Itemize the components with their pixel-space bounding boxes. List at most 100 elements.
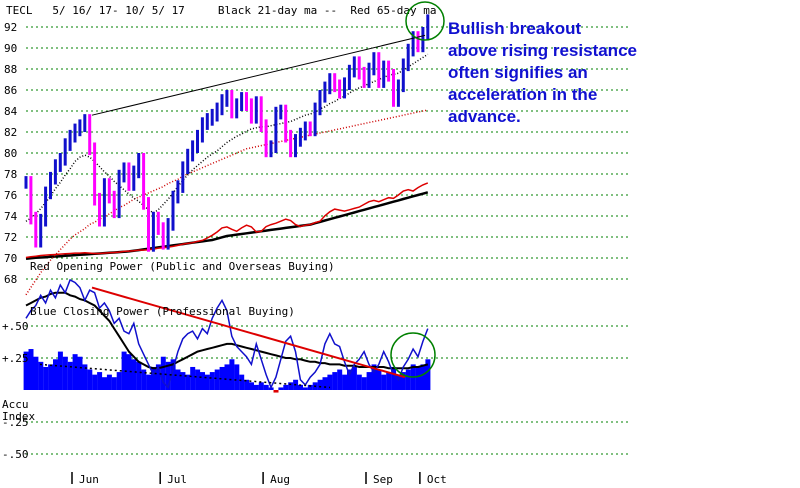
closing-power-ma-line bbox=[25, 291, 429, 370]
accumulation-bar bbox=[170, 359, 176, 390]
accumulation-bar bbox=[190, 366, 196, 390]
annotation-line: Bullish breakout bbox=[448, 19, 582, 38]
accumulation-bar bbox=[155, 364, 161, 390]
trend-lines bbox=[39, 34, 426, 389]
accumulation-bar bbox=[175, 369, 181, 390]
accumulation-bar bbox=[239, 374, 245, 390]
accumulation-bar bbox=[283, 384, 289, 390]
accumulation-bar bbox=[366, 372, 372, 390]
accumulation-bar bbox=[356, 374, 362, 390]
price-tick-label: 82 bbox=[4, 126, 17, 139]
accumulation-bar bbox=[43, 366, 49, 390]
indicator-tick-label: -.50 bbox=[2, 448, 29, 461]
accumulation-bar bbox=[28, 349, 34, 390]
accumulation-trend-line bbox=[39, 363, 331, 389]
accumulation-bar bbox=[224, 364, 230, 390]
accumulation-bar bbox=[136, 361, 142, 390]
closing-power-line bbox=[25, 278, 429, 390]
accumulation-bar bbox=[38, 361, 44, 390]
accumulation-bar bbox=[229, 359, 235, 390]
accumulation-bar bbox=[87, 369, 93, 390]
accumulation-bar bbox=[92, 374, 98, 390]
accumulation-bar bbox=[116, 372, 122, 390]
accumulation-bar bbox=[97, 372, 103, 390]
accumulation-bar bbox=[23, 351, 29, 390]
accumulation-bar bbox=[131, 359, 137, 390]
accumulation-bar bbox=[82, 364, 88, 390]
accumulation-bar bbox=[33, 356, 39, 390]
accumulation-bar bbox=[425, 359, 431, 390]
resistance-line bbox=[91, 34, 426, 116]
accumulation-bar bbox=[391, 366, 397, 390]
accumulation-bar bbox=[53, 359, 58, 390]
price-tick-label: 92 bbox=[4, 21, 17, 34]
accumulation-bar bbox=[263, 384, 269, 390]
accumulation-bar bbox=[234, 364, 240, 390]
accumulation-bar bbox=[322, 377, 328, 390]
accumulation-bar bbox=[160, 356, 166, 390]
accumulation-bar bbox=[72, 354, 78, 390]
annotation-note: Bullish breakout above rising resistance… bbox=[448, 18, 648, 128]
accumulation-bar bbox=[376, 369, 382, 390]
price-bars bbox=[24, 14, 430, 252]
accumulation-bar bbox=[209, 372, 215, 390]
moving-average-lines bbox=[25, 53, 429, 296]
accumulation-bar bbox=[332, 372, 338, 390]
closing-power-downtrend-line bbox=[91, 286, 406, 379]
accumulation-bar bbox=[307, 384, 313, 390]
price-gridlines bbox=[26, 26, 630, 455]
accumulation-bar bbox=[278, 387, 284, 390]
accumulation-bar bbox=[102, 377, 107, 390]
price-tick-label: 90 bbox=[4, 42, 17, 55]
indicator-tick-label: -.25 bbox=[2, 416, 29, 429]
accumulation-bar bbox=[200, 372, 205, 390]
accumulation-bar bbox=[342, 374, 348, 390]
price-tick-label: 84 bbox=[4, 105, 18, 118]
chart-title: TECL 5/ 16/ 17- 10/ 5/ 17 Black 21-day m… bbox=[6, 4, 436, 17]
accumulation-bar bbox=[288, 382, 294, 390]
accumulation-bar bbox=[327, 374, 333, 390]
breakout-circle bbox=[405, 1, 445, 41]
accumulation-bar bbox=[146, 374, 152, 390]
month-label: Jun bbox=[79, 473, 99, 486]
accumulation-bar bbox=[361, 377, 367, 390]
price-tick-label: 68 bbox=[4, 273, 17, 286]
accumulation-bar bbox=[386, 372, 392, 390]
accumulation-bar bbox=[106, 374, 112, 390]
accumulation-bar bbox=[219, 366, 225, 390]
accumulation-bar bbox=[371, 364, 377, 390]
month-label: Aug bbox=[270, 473, 290, 486]
accumulation-bar bbox=[420, 364, 426, 390]
accumulation-bar bbox=[204, 374, 210, 390]
price-tick-label: 78 bbox=[4, 168, 17, 181]
accumulation-bar bbox=[249, 382, 254, 390]
accumulation-bar bbox=[48, 364, 54, 390]
accumulation-bar bbox=[165, 361, 171, 390]
accumulation-bar bbox=[258, 382, 264, 390]
accumulation-bar bbox=[180, 372, 186, 390]
price-tick-label: 86 bbox=[4, 84, 17, 97]
accumulation-bar bbox=[77, 356, 83, 390]
accumulation-bar bbox=[351, 366, 357, 390]
month-label: Jul bbox=[167, 473, 187, 486]
month-label: Oct bbox=[427, 473, 447, 486]
accumulation-bar bbox=[273, 390, 279, 393]
accumulation-bar bbox=[185, 374, 191, 390]
accumulation-bar bbox=[415, 366, 421, 390]
accumulation-bar bbox=[62, 356, 68, 390]
accumulation-bar bbox=[405, 369, 411, 390]
closing-power-breakout-circle bbox=[390, 332, 436, 378]
indicator-panel bbox=[23, 278, 431, 393]
opening-power-line bbox=[25, 182, 429, 259]
price-axis: 92 90 88 86 84 82 80 78 76 74 72 70 68 +.50 +.25 -.25 -.… bbox=[2, 21, 29, 461]
price-tick-label: 74 bbox=[4, 210, 18, 223]
annotation-line: above rising resistance bbox=[448, 41, 637, 60]
accumulation-bar bbox=[337, 369, 343, 390]
annotation-line: often signifies an bbox=[448, 63, 588, 82]
ma21-line bbox=[25, 53, 429, 222]
accumulation-bar bbox=[195, 369, 201, 390]
closing-power-label: Blue Closing Power (Professional Buying) bbox=[30, 305, 295, 318]
ma65-line bbox=[25, 109, 428, 296]
price-tick-label: 70 bbox=[4, 252, 17, 265]
accumulation-bar bbox=[347, 369, 352, 390]
